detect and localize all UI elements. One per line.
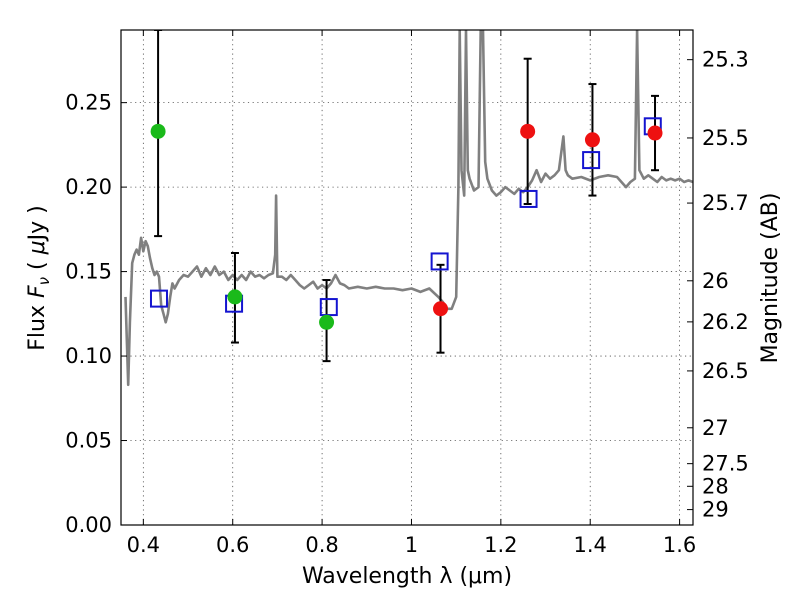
- y-tick-label: 0.00: [65, 513, 112, 537]
- y-tick-label: 0.05: [65, 429, 112, 453]
- observed-point-red: [647, 125, 663, 141]
- y2-tick-label: 27: [702, 416, 729, 440]
- y-label-mu: μ: [25, 240, 50, 255]
- y-tick-label: 0.20: [65, 175, 112, 199]
- y2-tick-label: 28: [702, 474, 729, 498]
- plot-frame: [120, 29, 694, 526]
- model-band-square: [582, 151, 601, 170]
- model-band-square: [319, 298, 338, 317]
- y2-axis-label: Magnitude (AB): [758, 193, 783, 364]
- x-tick-label: 1: [405, 533, 418, 557]
- y-tick-label: 0.25: [65, 91, 112, 115]
- x-tick-label: 0.8: [305, 533, 338, 557]
- y2-tick-label: 26.2: [702, 310, 749, 334]
- x-tick-label: 1.2: [484, 533, 517, 557]
- observed-point-green: [227, 289, 243, 305]
- y2-tick-label: 25.5: [702, 126, 749, 150]
- y-tick-label: 0.10: [65, 344, 112, 368]
- y2-tick-label: 26.5: [702, 359, 749, 383]
- y-tick-label: 0.15: [65, 260, 112, 284]
- observed-point-green: [319, 314, 335, 330]
- plot-clipped: [124, 30, 693, 387]
- observed-point-red: [520, 123, 536, 139]
- y2-tick-label: 27.5: [702, 452, 749, 476]
- model-band-square: [430, 252, 449, 271]
- model-band-square: [149, 289, 168, 308]
- x-tick-label: 1.4: [574, 533, 607, 557]
- x-tick-label: 0.4: [127, 533, 160, 557]
- model-spectrum-line: [124, 30, 693, 387]
- y2-tick-label: 25.3: [702, 48, 749, 72]
- x-tick-label: 1.6: [663, 533, 696, 557]
- plot-area: [124, 30, 693, 387]
- y-label-pre: Flux: [25, 298, 50, 351]
- y2-tick-label: 29: [702, 498, 729, 522]
- observed-point-green: [150, 123, 166, 139]
- y2-tick-label: 26: [702, 269, 729, 293]
- y-label-var: F: [25, 285, 50, 298]
- model-band-square: [519, 189, 538, 208]
- grid-lines: [121, 30, 693, 526]
- axes: 0.4 0.6 0.8 1 1.2 1.4 1.6 0.00 0.05 0.10 0.15 0.20 0…: [65, 30, 749, 557]
- y2-tick-label: 25.7: [702, 191, 749, 215]
- y-label-post: Jy ): [25, 205, 50, 242]
- y-axis-label: Flux Fν ( μJy ): [25, 205, 53, 350]
- y-label-sub: ν: [35, 277, 53, 285]
- x-tick-label: 0.6: [216, 533, 249, 557]
- observed-point-red: [433, 301, 449, 317]
- x-axis-label: Wavelength λ (μm): [302, 564, 512, 589]
- observed-point-red: [584, 132, 600, 148]
- y-label-mid: (: [25, 254, 50, 277]
